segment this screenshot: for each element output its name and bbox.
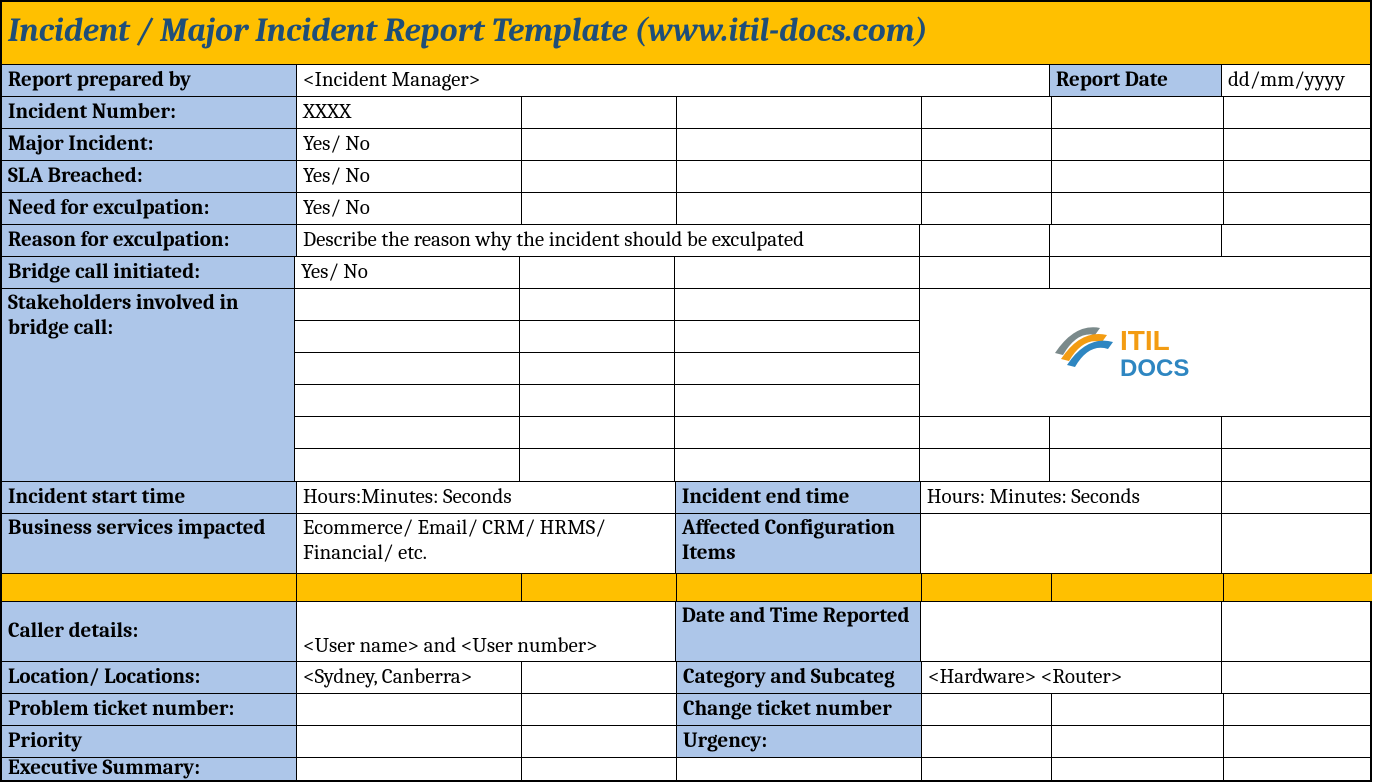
urgency-label: Urgency: [677,726,922,757]
incident-start-label: Incident start time [2,482,297,513]
stakeholder-sme [520,385,675,416]
report-date-value: dd/mm/yyyy [1222,65,1370,96]
stakeholder-email [675,417,920,448]
row-caller-details: Caller details: <User name> and <User nu… [2,602,1370,662]
need-exculpation-label: Need for exculpation: [2,193,297,224]
row-problem-ticket: Problem ticket number: Change ticket num… [2,694,1370,726]
stakeholder-row [295,449,919,481]
location-value: <Sydney, Canberra> [297,662,522,693]
stakeholders-label: Stakeholders involved in bridge call: [2,289,294,481]
stakeholder-sme [520,289,675,320]
stakeholder-row [295,289,919,321]
category-label: Category and Subcateg [677,662,922,693]
report-title: Incident / Major Incident Report Templat… [2,2,1370,65]
report-table: Incident / Major Incident Report Templat… [0,0,1372,782]
logo-area: ITIL DOCS [920,289,1370,417]
major-incident-value: Yes/ No [297,129,522,160]
sla-breached-value: Yes/ No [297,161,522,192]
affected-config-label: Affected Configuration Items [676,514,921,573]
need-exculpation-value: Yes/ No [297,193,522,224]
prepared-by-label: Report prepared by [2,65,297,96]
location-label: Location/ Locations: [2,662,297,693]
category-value: <Hardware> <Router> [922,662,1222,693]
datetime-reported-label: Date and Time Reported [676,602,921,661]
row-incident-number: Incident Number: XXXX [2,97,1370,129]
bridge-call-label: Bridge call initiated: [2,257,294,289]
row-sla-breached: SLA Breached: Yes/ No [2,161,1370,193]
row-reason-exculpation: Reason for exculpation: Describe the rea… [2,225,1370,257]
row-major-incident: Major Incident: Yes/ No [2,129,1370,161]
caller-details-label: Caller details: [2,602,297,661]
stakeholder-position [295,449,520,481]
stakeholder-position [295,321,520,352]
caller-details-value: <User name> and <User number> [297,602,676,661]
stakeholder-position [295,353,520,384]
separator-row [2,574,1370,602]
row-priority: Priority Urgency: [2,726,1370,758]
stakeholder-email [675,289,920,320]
reason-exculpation-label: Reason for exculpation: [2,225,297,256]
incident-start-value: Hours:Minutes: Seconds [297,482,676,513]
stakeholder-position [295,289,520,320]
major-incident-label: Major Incident: [2,129,297,160]
stakeholder-row [295,321,919,353]
bridge-call-value: Yes/ No [295,257,520,288]
incident-end-value: Hours: Minutes: Seconds [921,482,1222,513]
svg-text:DOCS: DOCS [1120,355,1189,382]
row-incident-time: Incident start time Hours:Minutes: Secon… [2,482,1370,514]
row-need-exculpation: Need for exculpation: Yes/ No [2,193,1370,225]
incident-end-label: Incident end time [676,482,921,513]
stakeholder-row [295,417,919,449]
stakeholder-position [295,417,520,448]
row-bridge-stakeholders: Bridge call initiated: Stakeholders invo… [2,257,1370,482]
stakeholder-sme [520,353,675,384]
row-executive-summary: Executive Summary: [2,758,1370,780]
stakeholder-position [295,385,520,416]
sla-breached-label: SLA Breached: [2,161,297,192]
row-prepared-by: Report prepared by <Incident Manager> Re… [2,65,1370,97]
itil-docs-logo-icon: ITIL DOCS [1045,318,1245,388]
priority-label: Priority [2,726,297,757]
stakeholder-email [675,321,920,352]
stakeholder-row [295,385,919,417]
svg-text:ITIL: ITIL [1120,325,1170,356]
stakeholder-email [675,385,920,416]
business-services-value: Ecommerce/ Email/ CRM/ HRMS/ Financial/ … [297,514,676,573]
stakeholder-email [675,449,920,481]
stakeholder-sme [520,417,675,448]
executive-summary-label: Executive Summary: [2,758,297,780]
problem-ticket-label: Problem ticket number: [2,694,297,725]
report-date-label: Report Date [1050,65,1222,96]
prepared-by-value: <Incident Manager> [297,65,1050,96]
stakeholder-row [295,353,919,385]
row-business-services: Business services impacted Ecommerce/ Em… [2,514,1370,574]
business-services-label: Business services impacted [2,514,297,573]
stakeholder-email [675,353,920,384]
incident-number-label: Incident Number: [2,97,297,128]
incident-number-value: XXXX [297,97,522,128]
stakeholder-sme [520,449,675,481]
reason-exculpation-value: Describe the reason why the incident sho… [297,225,920,256]
stakeholder-sme [520,321,675,352]
row-location: Location/ Locations: <Sydney, Canberra> … [2,662,1370,694]
change-ticket-label: Change ticket number [677,694,922,725]
